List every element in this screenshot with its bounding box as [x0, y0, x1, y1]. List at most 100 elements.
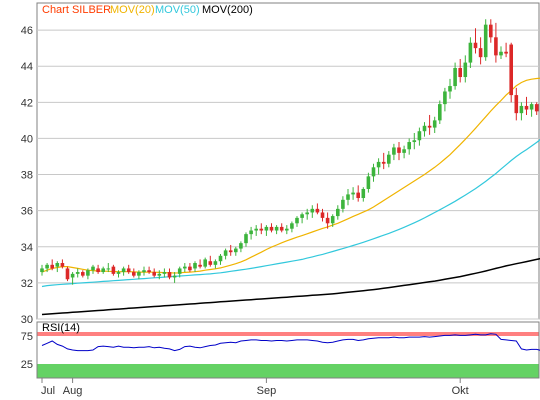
candle-body [438, 104, 442, 121]
candle-body [381, 161, 386, 164]
candle-body [45, 264, 49, 269]
candle [172, 272, 177, 283]
candle-body [417, 131, 422, 141]
candle-body [218, 255, 223, 262]
candle [193, 261, 197, 273]
candle-body [509, 44, 513, 96]
candle-body [478, 48, 483, 58]
candle [96, 264, 100, 274]
candle [453, 62, 457, 90]
candle [438, 100, 442, 124]
candle [106, 263, 111, 273]
candle [330, 214, 335, 227]
candle-body [285, 228, 289, 231]
candle [310, 205, 315, 218]
time-axis: Jul Aug Sep Okt [41, 378, 469, 397]
x-tick-label-jul: Jul [41, 385, 55, 397]
series-line-mov200 [41, 257, 540, 316]
candle [336, 205, 340, 220]
candle-body [55, 263, 60, 267]
mov50-layer [41, 139, 540, 288]
candle [188, 263, 192, 273]
candle-body [473, 42, 478, 49]
candle [325, 212, 330, 229]
candle [213, 259, 218, 269]
candle [366, 172, 371, 193]
candle [422, 122, 427, 137]
candle-body [524, 105, 529, 110]
candle-body [315, 208, 320, 213]
rsi-line-layer [41, 333, 540, 352]
candle [473, 28, 478, 54]
candle [519, 102, 524, 121]
candle [254, 225, 258, 236]
candle [183, 263, 187, 273]
candle [234, 246, 238, 256]
candle-body [351, 192, 355, 195]
candle [81, 270, 85, 278]
candle [483, 19, 488, 61]
legend-mov20: MOV(20) [110, 4, 155, 16]
candle [468, 37, 473, 69]
candle [361, 187, 366, 202]
candle-body [249, 230, 253, 235]
price-tick-label-40: 40 [21, 133, 33, 145]
candle [198, 259, 202, 269]
candle [514, 87, 519, 121]
candle [152, 268, 156, 278]
price-tick-label-38: 38 [21, 170, 33, 182]
candle-body [157, 273, 162, 276]
candle [279, 223, 284, 233]
candle [376, 158, 381, 175]
candle-body [116, 272, 121, 274]
candle-body [341, 199, 345, 209]
rsi-tick-label-75: 75 [21, 331, 33, 343]
candle-body [529, 104, 534, 110]
candle-body [264, 226, 269, 231]
candle-body [366, 176, 371, 189]
price-tick-label-42: 42 [21, 97, 33, 109]
candle-body [499, 51, 503, 56]
candle [244, 232, 248, 247]
candle-body [519, 105, 524, 114]
candle [111, 264, 116, 276]
candle [489, 19, 493, 43]
candle-body [86, 270, 90, 276]
candle [417, 127, 422, 146]
candle-body [427, 125, 432, 128]
candle-body [177, 268, 182, 274]
price-panel [36, 2, 540, 320]
candle-body [356, 192, 360, 199]
candle-body [203, 259, 207, 267]
candle-body [121, 268, 126, 273]
candle-body [147, 270, 151, 273]
candle-body [239, 243, 243, 249]
candle [504, 42, 508, 58]
price-tick-label-34: 34 [21, 242, 33, 254]
candle-body [336, 208, 340, 217]
candle [75, 268, 80, 278]
candle [499, 46, 503, 59]
candle [45, 263, 49, 273]
candle [356, 185, 360, 202]
candle [269, 223, 274, 233]
candle [402, 145, 406, 159]
candle [448, 78, 452, 99]
candle-body [320, 212, 325, 218]
candle-body [244, 234, 248, 244]
candle [300, 212, 304, 224]
candle-body [290, 223, 294, 229]
candle [295, 216, 299, 227]
candle-body [279, 226, 284, 231]
chart-title: Chart SILBER [42, 4, 111, 16]
candle-body [346, 194, 350, 200]
candle-body [387, 154, 391, 164]
candle-body [75, 272, 80, 274]
candle [70, 272, 75, 285]
candle-body [463, 62, 468, 78]
candle-body [106, 268, 111, 270]
candle-body [407, 142, 411, 150]
candle [341, 196, 345, 213]
candle [60, 259, 65, 269]
